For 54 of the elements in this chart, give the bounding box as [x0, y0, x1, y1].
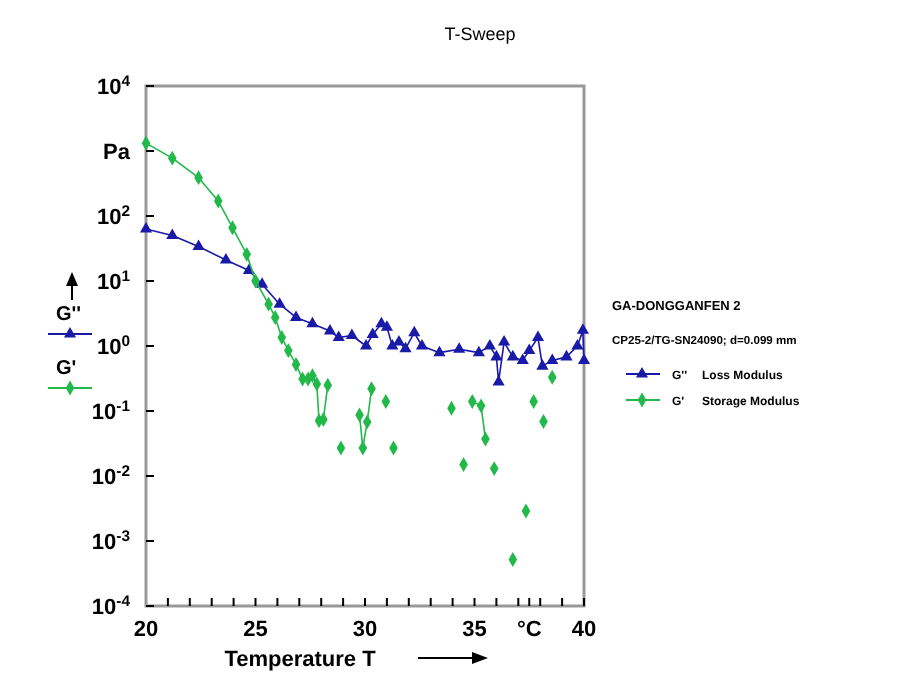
point [219, 253, 233, 264]
x-axis-title: Temperature T [224, 648, 377, 672]
point [399, 341, 412, 353]
point [255, 277, 269, 288]
point [490, 349, 503, 361]
y-tick-label: 10$^{-2}$ [91, 460, 130, 490]
y-tick-label: 10$^{-3}$ [91, 525, 130, 555]
point [192, 239, 205, 250]
y-tick-label: 10$^{0}$ [96, 330, 130, 360]
point [576, 323, 589, 334]
x-tick-label: 20 [133, 618, 159, 643]
point [497, 335, 511, 346]
point [306, 316, 319, 328]
point [323, 324, 337, 335]
point [536, 359, 549, 370]
y-tick-label: 10$^{1}$ [96, 265, 132, 295]
point [523, 343, 536, 355]
point [577, 353, 591, 364]
point [360, 338, 373, 350]
point [571, 338, 584, 350]
point [433, 345, 446, 357]
point [366, 327, 379, 339]
point [139, 222, 153, 233]
point [166, 228, 179, 240]
point [531, 330, 545, 342]
x-tick-label: °C [516, 618, 542, 643]
point [392, 335, 406, 346]
point [483, 338, 496, 350]
y-tick-label: 10$^{4}$ [96, 70, 132, 100]
point [546, 353, 559, 364]
x-tick-label: 30 [352, 618, 378, 643]
x-tick-label: 25 [243, 618, 268, 643]
y-tick-label: 10$^{-1}$ [91, 395, 132, 425]
point [408, 325, 421, 337]
x-tick-label: 35 [462, 618, 487, 643]
point [332, 330, 345, 342]
y-tick-label: 10$^{-4}$ [91, 590, 132, 620]
y-tick-label: 10$^{2}$ [96, 200, 130, 230]
point [560, 349, 573, 361]
y-tick-label: Pa [103, 140, 132, 165]
text: G' [56, 358, 77, 380]
point [506, 349, 519, 361]
chart-title: T-Sweep [444, 24, 516, 44]
point [516, 353, 529, 364]
point [472, 345, 485, 357]
point [345, 328, 358, 340]
text: G'' [56, 304, 82, 326]
point [415, 338, 429, 350]
point [386, 338, 399, 350]
x-tick-label: 40 [571, 618, 597, 643]
point [273, 297, 286, 308]
point [453, 342, 466, 353]
point [289, 310, 303, 321]
point [380, 320, 393, 331]
